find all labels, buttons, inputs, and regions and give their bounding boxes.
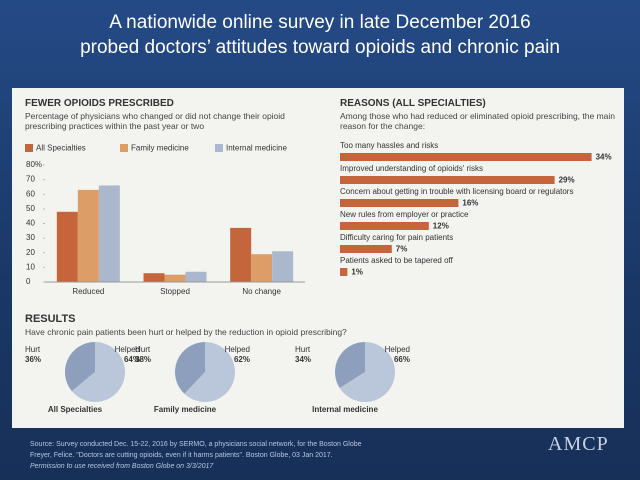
- category-label: Concern about getting in trouble with li…: [340, 187, 573, 196]
- legend-label: Internal medicine: [226, 144, 287, 153]
- bar: [56, 211, 78, 282]
- bar: [77, 189, 99, 282]
- value-label: 16%: [462, 199, 478, 208]
- value-label: 66%: [394, 355, 410, 364]
- category-label: Difficulty caring for pain patients: [340, 233, 453, 242]
- x-tick-label: Stopped: [160, 287, 190, 296]
- pie-name: All Specialties: [48, 405, 103, 414]
- value-label: 36%: [25, 355, 41, 364]
- chart-title: RESULTS: [25, 313, 76, 325]
- value-label: 34%: [295, 355, 311, 364]
- source-line: Permission to use received from Boston G…: [30, 463, 214, 470]
- value-label: 64%: [124, 355, 140, 364]
- pie-name: Internal medicine: [312, 405, 378, 414]
- bar: [272, 251, 294, 282]
- y-tick-label: 70: [26, 175, 35, 184]
- bar: [185, 271, 207, 282]
- value-label: 62%: [234, 355, 250, 364]
- value-label: 29%: [559, 176, 575, 185]
- pie-slice: [71, 342, 126, 403]
- chart-subtitle: Among those who had reduced or eliminate…: [340, 111, 615, 131]
- pie-name: Family medicine: [154, 405, 217, 414]
- pie-slice: [65, 342, 95, 392]
- category-label: Helped: [115, 345, 140, 354]
- y-tick-label: 40: [26, 219, 35, 228]
- legend-swatch: [215, 144, 223, 152]
- legend-label: Family medicine: [131, 144, 189, 153]
- bar: [340, 176, 555, 184]
- bar: [340, 222, 429, 230]
- y-tick-label: 0: [26, 277, 31, 286]
- chart-subtitle: Have chronic pain patients been hurt or …: [25, 327, 347, 337]
- value-label: 7%: [396, 245, 408, 254]
- category-label: Too many hassles and risks: [340, 141, 438, 150]
- value-label: 12%: [433, 222, 449, 231]
- slide-title: A nationwide online survey in late Decem…: [109, 12, 531, 33]
- bar: [340, 199, 459, 207]
- y-tick-label: 20: [26, 248, 35, 257]
- category-label: Hurt: [295, 345, 311, 354]
- value-label: 34%: [596, 153, 612, 162]
- bar: [340, 245, 392, 253]
- value-label: 1%: [351, 268, 363, 277]
- y-tick-label: 10: [26, 262, 35, 271]
- chart-title: REASONS (ALL SPECIALTIES): [340, 98, 486, 109]
- bar: [98, 185, 120, 282]
- source-line: Source: Survey conducted Dec. 15-22, 201…: [30, 441, 362, 448]
- source-line: Freyer, Felice. "Doctors are cutting opi…: [30, 452, 333, 459]
- category-label: Helped: [225, 345, 250, 354]
- category-label: Hurt: [25, 345, 41, 354]
- category-label: New rules from employer or practice: [340, 210, 469, 219]
- pie-slice: [184, 342, 236, 402]
- slide-title: probed doctors’ attitudes toward opioids…: [80, 37, 560, 58]
- logo: AMCP: [548, 433, 609, 455]
- y-tick-label: 50: [26, 204, 35, 213]
- category-label: Helped: [385, 345, 410, 354]
- category-label: Improved understanding of opioids' risks: [340, 164, 483, 173]
- x-tick-label: Reduced: [72, 287, 104, 296]
- pie-slice: [339, 342, 396, 402]
- y-tick-label: 60: [26, 189, 35, 198]
- bar: [164, 274, 186, 282]
- pie-slice: [335, 342, 365, 389]
- bar: [340, 153, 592, 161]
- bar: [143, 273, 165, 282]
- category-label: Hurt: [135, 345, 151, 354]
- legend-swatch: [25, 144, 33, 152]
- chart-subtitle: Percentage of physicians who changed or …: [25, 111, 285, 131]
- legend-label: All Specialties: [36, 144, 86, 153]
- bar: [230, 227, 252, 282]
- legend-swatch: [120, 144, 128, 152]
- pie-slice: [175, 342, 205, 394]
- chart-title: FEWER OPIOIDS PRESCRIBED: [25, 98, 174, 109]
- bar: [340, 268, 348, 276]
- y-tick-label: 30: [26, 233, 35, 242]
- x-tick-label: No change: [242, 287, 281, 296]
- category-label: Patients asked to be tapered off: [340, 256, 454, 265]
- y-tick-label: 80%: [26, 160, 42, 169]
- bar: [251, 254, 273, 282]
- value-label: 38%: [135, 355, 151, 364]
